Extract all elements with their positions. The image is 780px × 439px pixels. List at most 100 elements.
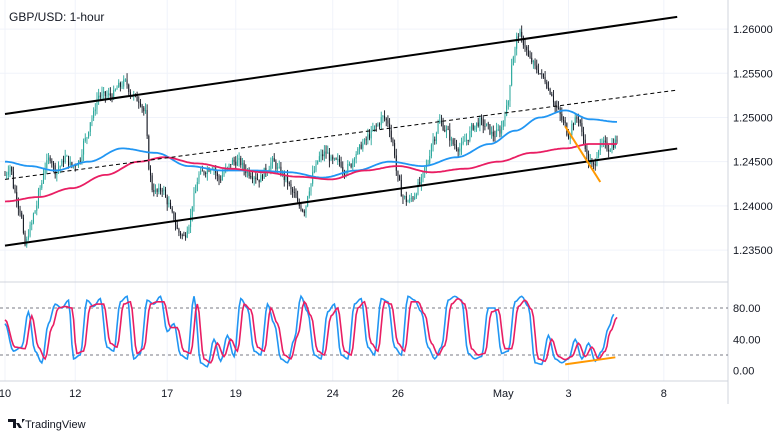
candle-body bbox=[455, 145, 457, 150]
candle-body bbox=[532, 61, 534, 63]
candle-body bbox=[564, 120, 566, 124]
candle-body bbox=[119, 82, 121, 87]
candle-body bbox=[260, 175, 262, 183]
candle-body bbox=[405, 196, 407, 203]
channel-lines bbox=[4, 15, 678, 247]
candle-body bbox=[139, 102, 141, 106]
candle-body bbox=[220, 179, 222, 181]
candle-body bbox=[263, 167, 265, 179]
candle-body bbox=[66, 155, 68, 157]
candle-body bbox=[616, 139, 618, 142]
candle-body bbox=[186, 230, 188, 238]
candle-body bbox=[412, 197, 414, 200]
candle-body bbox=[275, 161, 277, 170]
brand-name: TradingView bbox=[25, 419, 86, 431]
time-tick-label: May bbox=[493, 388, 514, 400]
candle-body bbox=[151, 175, 153, 190]
candle-body bbox=[154, 189, 156, 193]
candle-body bbox=[547, 88, 549, 89]
candle-body bbox=[437, 123, 439, 133]
candle-body bbox=[464, 140, 466, 142]
candle-body bbox=[609, 150, 611, 152]
candle-body bbox=[303, 211, 305, 213]
candle-body bbox=[385, 118, 387, 121]
candle-body bbox=[598, 150, 600, 157]
candle-body bbox=[593, 162, 595, 165]
candle-body bbox=[509, 85, 511, 102]
candle-body bbox=[390, 130, 392, 140]
candle-body bbox=[427, 163, 429, 165]
candle-body bbox=[484, 126, 486, 127]
candle-body bbox=[476, 122, 478, 126]
candle-body bbox=[71, 162, 73, 167]
candle-body bbox=[382, 115, 384, 118]
price-tick-label: 1.25000 bbox=[733, 112, 773, 124]
candle-body bbox=[31, 222, 33, 225]
candle-body bbox=[283, 172, 285, 181]
candle-body bbox=[287, 175, 289, 183]
candle-body bbox=[337, 158, 339, 160]
candle-body bbox=[352, 160, 354, 168]
candle-body bbox=[502, 120, 504, 128]
candle-body bbox=[101, 93, 103, 97]
candle-body bbox=[19, 208, 21, 213]
candle-body bbox=[76, 165, 78, 167]
time-tick-label: 3 bbox=[565, 388, 571, 400]
candle-body bbox=[138, 101, 140, 103]
candle-body bbox=[277, 167, 279, 170]
candle-body bbox=[302, 209, 304, 212]
candle-body bbox=[323, 151, 325, 157]
candle-body bbox=[163, 189, 165, 192]
candle-body bbox=[258, 179, 260, 183]
candle-body bbox=[235, 161, 237, 166]
candle-body bbox=[175, 219, 177, 225]
candle-body bbox=[554, 102, 556, 106]
candle-body bbox=[79, 160, 81, 162]
candle-body bbox=[357, 148, 359, 154]
candle-body bbox=[380, 117, 382, 125]
candle-body bbox=[288, 182, 290, 184]
candle-body bbox=[195, 190, 197, 194]
channel-upper-line bbox=[4, 15, 678, 115]
candle-body bbox=[599, 143, 601, 151]
candle-body bbox=[124, 79, 126, 81]
candle-body bbox=[395, 155, 397, 171]
oscillator-tick-label: 40.00 bbox=[733, 334, 761, 346]
candle-body bbox=[333, 158, 335, 160]
candle-body bbox=[402, 196, 404, 198]
candle-body bbox=[32, 213, 34, 223]
stochastic-oscillator bbox=[0, 294, 728, 368]
candle-body bbox=[417, 182, 419, 195]
candle-body bbox=[588, 153, 590, 164]
candle-body bbox=[61, 160, 63, 167]
candle-body bbox=[178, 228, 180, 233]
candle-body bbox=[136, 94, 138, 102]
candle-body bbox=[7, 171, 9, 175]
candle-body bbox=[377, 124, 379, 126]
candle-body bbox=[285, 175, 287, 181]
candle-body bbox=[594, 164, 596, 166]
candle-body bbox=[241, 162, 243, 166]
candle-body bbox=[108, 93, 110, 95]
candle-body bbox=[245, 169, 247, 174]
candle-body bbox=[63, 160, 65, 163]
candle-body bbox=[27, 235, 29, 240]
candle-body bbox=[350, 163, 352, 168]
candle-body bbox=[486, 123, 488, 127]
price-tick-label: 1.26000 bbox=[733, 24, 773, 36]
oscillator-tick-label: 0.00 bbox=[733, 366, 754, 378]
candle-body bbox=[415, 194, 417, 198]
candle-body bbox=[143, 107, 145, 112]
candle-body bbox=[471, 124, 473, 131]
candle-body bbox=[290, 183, 292, 190]
candle-body bbox=[272, 158, 274, 163]
candle-body bbox=[372, 129, 374, 131]
candle-body bbox=[439, 120, 441, 124]
candle-body bbox=[568, 135, 570, 139]
candle-body bbox=[506, 105, 508, 116]
candle-body bbox=[492, 131, 494, 137]
candle-body bbox=[238, 157, 240, 161]
ma-fast-line bbox=[4, 143, 617, 203]
candle-body bbox=[113, 90, 115, 99]
